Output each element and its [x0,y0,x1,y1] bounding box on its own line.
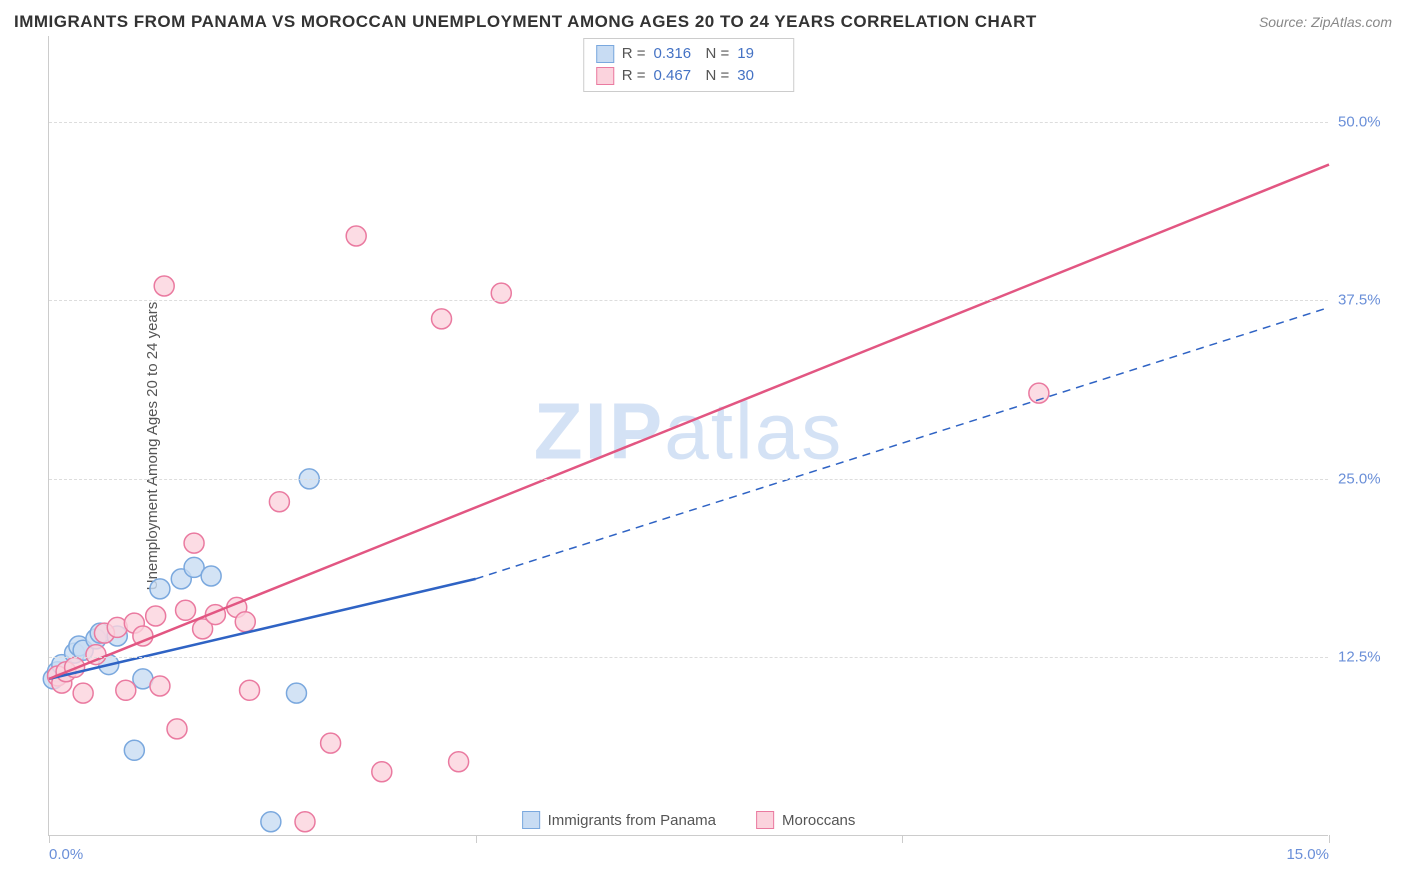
scatter-point-panama [286,683,306,703]
chart-title: IMMIGRANTS FROM PANAMA VS MOROCCAN UNEMP… [14,12,1037,32]
scatter-point-moroccans [240,680,260,700]
legend-row-panama: R = 0.316 N = 19 [596,43,782,65]
x-tick [476,835,477,843]
trendline-panama-extrapolated [476,307,1329,578]
trendline-moroccans [49,165,1329,679]
scatter-point-panama [150,579,170,599]
legend-n-value: 30 [737,65,781,87]
scatter-point-moroccans [176,600,196,620]
x-tick [902,835,903,843]
legend-n-value: 19 [737,43,781,65]
legend-r-label: R = [622,65,646,87]
legend-r-value: 0.316 [654,43,698,65]
scatter-point-moroccans [167,719,187,739]
legend-label: Moroccans [782,812,855,829]
legend-row-moroccans: R = 0.467 N = 30 [596,65,782,87]
chart-area: ZIPatlas R = 0.316 N = 19 R = 0.467 N = … [48,36,1328,836]
scatter-point-moroccans [449,752,469,772]
x-max-label: 15.0% [1286,846,1329,863]
legend-item-moroccans: Moroccans [756,811,855,829]
scatter-point-moroccans [73,683,93,703]
legend-item-panama: Immigrants from Panama [522,811,716,829]
y-tick-label: 50.0% [1338,113,1398,130]
legend-r-label: R = [622,43,646,65]
scatter-point-moroccans [321,733,341,753]
source-label: Source: ZipAtlas.com [1259,14,1392,30]
scatter-point-moroccans [150,676,170,696]
scatter-point-moroccans [269,492,289,512]
gridline [49,479,1328,480]
header: IMMIGRANTS FROM PANAMA VS MOROCCAN UNEMP… [0,0,1406,36]
y-tick-label: 37.5% [1338,292,1398,309]
gridline [49,657,1328,658]
y-tick-label: 25.0% [1338,470,1398,487]
scatter-point-moroccans [295,812,315,832]
scatter-point-moroccans [346,226,366,246]
legend-swatch-moroccans [756,811,774,829]
scatter-point-moroccans [116,680,136,700]
series-legend: Immigrants from Panama Moroccans [522,811,856,829]
y-tick-label: 12.5% [1338,649,1398,666]
x-min-label: 0.0% [49,846,83,863]
scatter-point-moroccans [372,762,392,782]
scatter-point-panama [201,566,221,586]
scatter-point-panama [124,740,144,760]
scatter-point-panama [261,812,281,832]
gridline [49,122,1328,123]
scatter-point-moroccans [146,606,166,626]
legend-swatch-panama [522,811,540,829]
legend-n-label: N = [706,65,730,87]
plot-svg [49,36,1328,835]
legend-n-label: N = [706,43,730,65]
legend-swatch-moroccans [596,67,614,85]
x-tick [1329,835,1330,843]
gridline [49,300,1328,301]
correlation-legend: R = 0.316 N = 19 R = 0.467 N = 30 [583,38,795,92]
legend-r-value: 0.467 [654,65,698,87]
x-tick [49,835,50,843]
scatter-point-moroccans [235,612,255,632]
scatter-point-moroccans [184,533,204,553]
scatter-point-moroccans [432,309,452,329]
legend-swatch-panama [596,45,614,63]
legend-label: Immigrants from Panama [548,812,716,829]
scatter-point-moroccans [154,276,174,296]
